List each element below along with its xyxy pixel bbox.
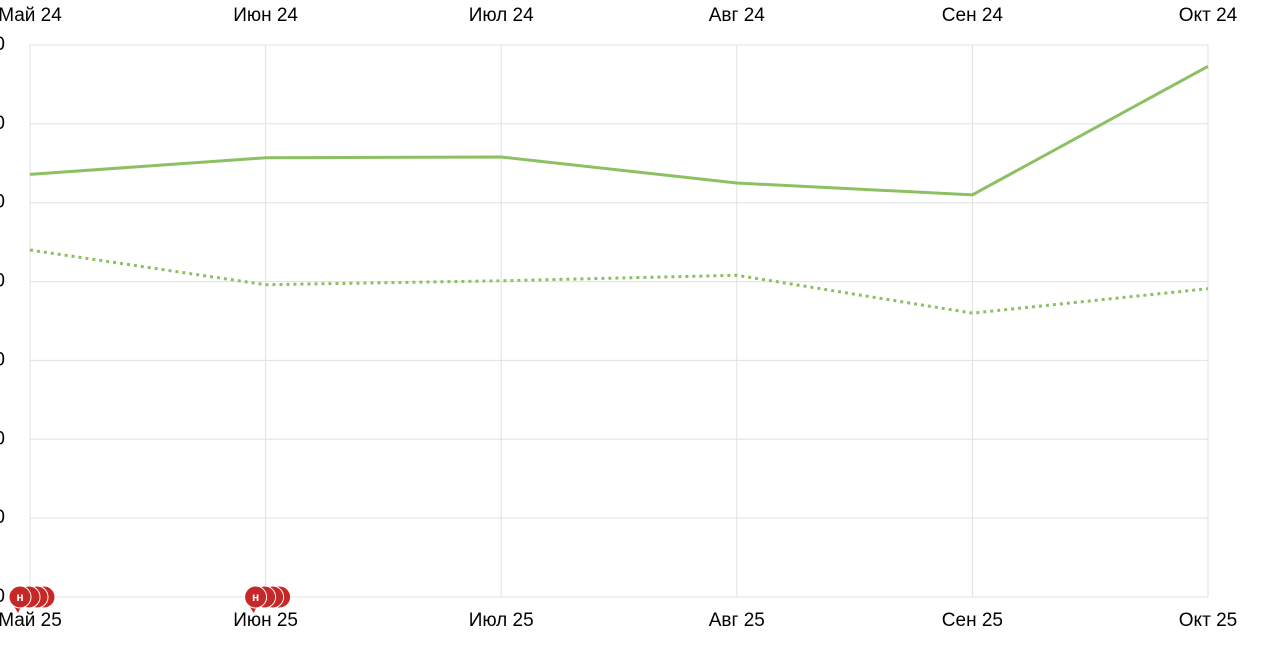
marker-bubble (244, 585, 268, 609)
series-line (29, 248, 1209, 315)
plot-area (29, 44, 1209, 598)
x-tick-label: Июл 25 (469, 610, 534, 631)
x-tick-label: Авг 25 (709, 610, 765, 631)
annotation-label: н (16, 590, 23, 604)
top-x-tick-label: Окт 24 (1179, 5, 1238, 26)
annotation-marker: н (8, 585, 56, 613)
x-tick-label: Июн 25 (233, 610, 298, 631)
annotation-label: н (252, 590, 259, 604)
y-tick-label: 0 (0, 113, 5, 134)
series-line (29, 64, 1209, 197)
top-x-tick-label: Авг 24 (709, 5, 766, 26)
annotation-marker: н (244, 585, 292, 613)
top-x-tick-label: Июн 24 (233, 5, 298, 26)
y-tick-label: 0 (0, 428, 5, 449)
y-tick-label: 0 (0, 586, 5, 607)
y-tick-label: 0 (0, 34, 5, 55)
y-tick-label: 0 (0, 271, 5, 292)
top-x-tick-label: Май 24 (0, 5, 62, 26)
y-tick-label: 0 (0, 192, 5, 213)
top-x-tick-label: Сен 24 (942, 5, 1004, 26)
top-x-tick-label: Июл 24 (469, 5, 534, 26)
y-tick-label: 0 (0, 507, 5, 528)
x-tick-label: Окт 25 (1179, 610, 1237, 631)
marker-bubble (8, 585, 32, 609)
y-tick-label: 0 (0, 349, 5, 370)
x-tick-label: Май 25 (0, 610, 62, 631)
x-tick-label: Сен 25 (942, 610, 1003, 631)
